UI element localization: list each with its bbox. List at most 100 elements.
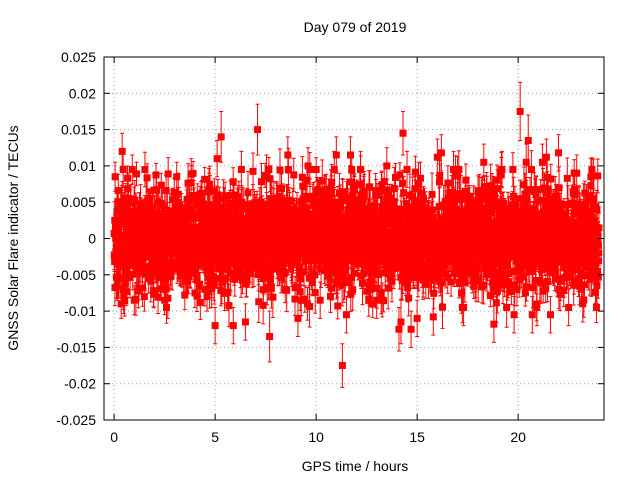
data-point [266,276,274,284]
data-point [129,270,137,278]
data-point [244,189,252,197]
data-point [150,287,158,295]
data-point [117,241,125,249]
data-point [178,210,186,218]
data-point [153,268,161,276]
data-point [122,246,130,254]
data-point [303,176,311,184]
data-point [120,213,128,221]
data-point [227,270,235,278]
data-point [269,260,277,268]
data-point [291,218,299,226]
data-point [184,277,192,285]
data-point [141,270,149,278]
data-point [243,201,251,209]
data-point [139,284,147,292]
data-point [120,292,128,300]
data-point [153,260,161,268]
data-point [119,250,127,258]
data-point [242,254,250,262]
data-point [194,259,202,267]
data-point [135,284,143,292]
data-point [249,167,257,175]
data-point [290,171,298,179]
data-point [162,273,170,281]
data-point [298,173,306,181]
data-point [284,217,292,225]
data-point [235,193,243,201]
data-point [317,187,325,195]
data-point [192,268,200,276]
data-point [218,279,226,287]
data-point [312,257,320,265]
data-point [277,185,285,193]
data-point [257,198,265,206]
data-point [281,269,289,277]
data-point [294,259,302,267]
data-point [236,248,244,256]
data-point [239,205,247,213]
data-point [306,302,314,310]
data-point [203,205,211,213]
data-point [261,265,269,273]
data-point [196,280,204,288]
data-point [128,243,136,251]
data-point [279,198,287,206]
data-point [297,275,305,283]
data-point [317,204,325,212]
data-point [177,204,185,212]
data-point [136,207,144,215]
data-point [293,211,301,219]
data-point [318,177,326,185]
data-point [120,254,128,262]
data-point [163,241,171,249]
data-point [143,174,151,182]
data-point [115,274,123,282]
data-point [200,200,208,208]
data-point [210,187,218,195]
data-point [220,261,228,269]
data-point [309,194,317,202]
data-point [263,270,271,278]
data-point [266,175,274,183]
data-point [277,274,285,282]
data-point [238,276,246,284]
data-point [121,297,129,305]
data-point [306,166,314,174]
data-point [228,214,236,222]
data-point [231,275,239,283]
data-point [229,178,237,186]
data-point [280,260,288,268]
data-point [308,279,316,287]
data-point [300,268,308,276]
data-point [212,195,220,203]
data-point [154,293,162,301]
data-point [122,288,130,296]
data-point [144,197,152,205]
data-point [217,287,225,295]
data-point [156,273,164,281]
data-point [198,193,206,201]
data-point [149,263,157,271]
data-point [123,227,131,235]
data-series [110,81,603,388]
data-point [311,289,319,297]
data-point [158,263,166,271]
data-point [284,166,292,174]
data-point [189,169,197,177]
data-point [230,191,238,199]
data-point [301,295,309,303]
data-point [269,293,277,301]
data-point [120,236,128,244]
data-point [289,257,297,265]
data-point [167,273,175,281]
data-point [185,194,193,202]
data-point [312,166,320,174]
data-point [263,173,271,181]
data-point [208,257,216,265]
data-point [267,284,275,292]
data-point [223,265,231,273]
data-point [257,258,265,266]
data-point [242,280,250,288]
